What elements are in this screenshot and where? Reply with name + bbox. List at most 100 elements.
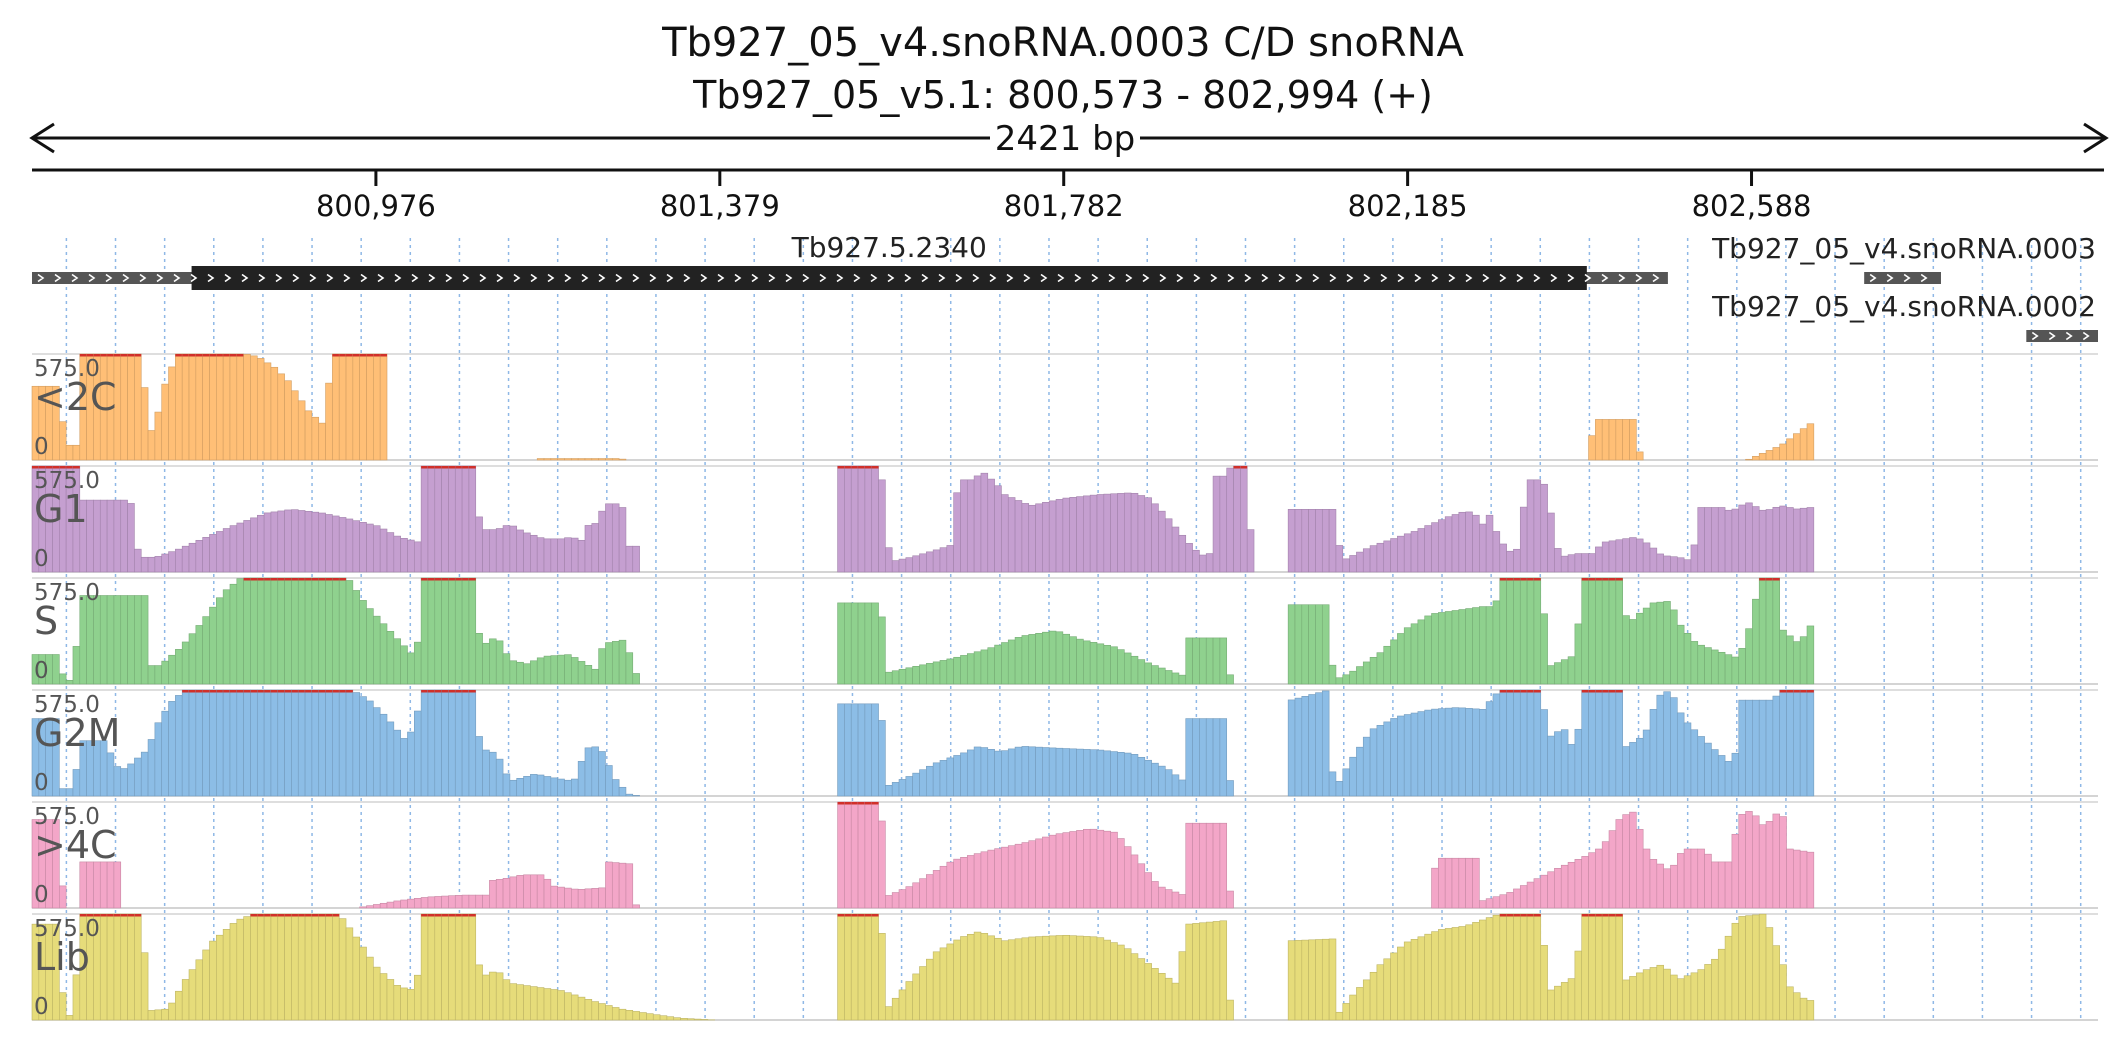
coverage-bar	[99, 913, 108, 1021]
coverage-bar	[120, 595, 128, 685]
clip-marker	[1772, 578, 1780, 581]
coverage-bar	[468, 689, 477, 797]
coverage-bar	[1629, 811, 1637, 909]
coverage-bar	[864, 801, 873, 909]
coverage-bar	[946, 545, 954, 573]
coverage-bar	[1014, 746, 1023, 797]
coverage-bar	[1506, 577, 1514, 685]
coverage-bar	[960, 655, 968, 685]
clip-marker	[871, 914, 879, 917]
coverage-bar	[414, 641, 422, 685]
coverage-bar	[277, 577, 285, 685]
region-coordinates: Tb927_05_v5.1: 800,573 - 802,994 (+)	[692, 73, 1433, 117]
coverage-bar	[338, 918, 347, 1021]
coverage-bar	[1294, 940, 1303, 1021]
coverage-bar	[1151, 665, 1159, 685]
coverage-bar	[1676, 624, 1685, 685]
coverage-bar	[1581, 577, 1589, 685]
coverage-bar	[1567, 656, 1576, 685]
coverage-bar	[1321, 509, 1330, 573]
clip-marker	[1527, 690, 1534, 693]
coverage-bar	[1690, 641, 1699, 685]
coverage-bar	[1492, 531, 1501, 573]
coverage-bar	[1321, 604, 1330, 685]
coverage-bar	[1601, 577, 1610, 685]
coverage-bar	[1793, 508, 1801, 573]
clip-marker	[1499, 914, 1507, 917]
coverage-bar	[953, 939, 961, 1021]
coverage-bar	[1765, 577, 1774, 685]
coverage-bar	[1649, 709, 1658, 797]
coverage-bar	[373, 353, 381, 461]
coverage-bar	[1151, 881, 1159, 909]
coverage-bar	[1158, 667, 1166, 685]
coverage-bar	[1451, 514, 1460, 573]
coverage-bar	[1007, 748, 1016, 797]
coverage-bar	[1301, 604, 1309, 685]
coverage-bar	[1089, 642, 1098, 685]
clip-marker	[325, 914, 333, 917]
clip-marker	[1595, 578, 1603, 581]
gene-features-track: Tb927.5.2340 Tb927_05_v4.snoRNA.0003 Tb927…	[32, 231, 2098, 342]
clip-marker	[318, 914, 326, 917]
coverage-bar	[926, 551, 934, 573]
coverage-bar	[1574, 553, 1583, 573]
coverage-bar	[536, 537, 545, 573]
coverage-bar	[994, 644, 1002, 685]
coverage-bar	[564, 458, 572, 461]
coverage-bar	[65, 444, 74, 461]
coverage-bar	[1786, 507, 1794, 573]
clip-marker	[175, 354, 183, 357]
coverage-bar	[1069, 636, 1077, 685]
coverage-bar	[229, 525, 238, 573]
clip-marker	[107, 354, 114, 357]
coverage-bar	[256, 913, 265, 1021]
coverage-bar	[571, 994, 579, 1021]
coverage-bar	[1007, 845, 1016, 909]
coverage-bar	[195, 959, 203, 1021]
clip-marker	[332, 914, 340, 917]
coverage-bar	[304, 913, 313, 1021]
coverage-bar	[1656, 553, 1664, 573]
coverage-bar	[1472, 857, 1480, 909]
coverage-bar	[1199, 822, 1207, 909]
clip-marker	[1779, 690, 1787, 693]
coverage-bar	[181, 641, 190, 685]
snorna-feature[interactable]	[2026, 330, 2098, 342]
clip-marker	[864, 802, 872, 805]
coverage-bar	[1178, 534, 1187, 573]
coverage-bar	[427, 689, 436, 797]
coverage-bar	[960, 936, 968, 1021]
track-min-label: 0	[34, 882, 49, 908]
coverage-bar	[1164, 977, 1173, 1021]
coverage-bar	[1130, 492, 1139, 573]
coverage-bar	[618, 507, 627, 573]
coverage-bar	[1779, 505, 1787, 573]
coverage-bar	[652, 1014, 661, 1021]
clip-marker	[1527, 578, 1534, 581]
coverage-bar	[393, 985, 401, 1021]
coverage-bar	[1342, 674, 1350, 685]
clip-marker	[1499, 578, 1507, 581]
track-3: 575.0 0 S	[31, 577, 2098, 685]
coverage-bar	[1649, 859, 1658, 909]
gene-cds[interactable]	[191, 266, 1587, 290]
clip-marker	[339, 578, 347, 581]
coverage-bar	[1205, 637, 1214, 685]
coverage-bar	[1683, 633, 1692, 685]
coverage-bar	[564, 887, 572, 909]
coverage-bar	[1117, 752, 1125, 797]
coverage-bar	[1752, 456, 1760, 461]
coverage-bar	[236, 353, 244, 461]
coverage-bar	[1328, 938, 1337, 1021]
coverage-bar	[427, 465, 436, 573]
coverage-bar	[1431, 522, 1439, 573]
coverage-bar	[209, 606, 217, 685]
coverage-bar	[291, 390, 299, 461]
coverage-bar	[550, 777, 558, 797]
clip-marker	[332, 354, 340, 357]
coverage-bar	[216, 689, 224, 797]
coverage-bar	[1724, 935, 1733, 1021]
coverage-bar	[919, 553, 927, 573]
coverage-bar	[1342, 558, 1350, 573]
